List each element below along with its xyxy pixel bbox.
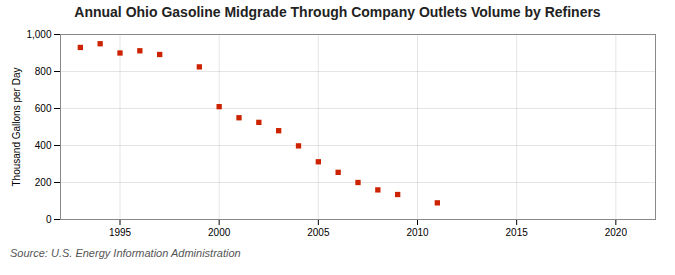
svg-text:600: 600 [35,103,52,114]
svg-text:2015: 2015 [506,227,529,238]
svg-text:1995: 1995 [109,227,132,238]
svg-text:800: 800 [35,66,52,77]
svg-text:Thousand Gallons per Day: Thousand Gallons per Day [11,68,22,187]
html-text:Source: U.S. Energy Informatio: Source: U.S. Energy Information Administ… [10,247,241,259]
svg-text:2010: 2010 [406,227,429,238]
svg-text:200: 200 [35,177,52,188]
svg-text:2000: 2000 [208,227,231,238]
svg-text:0: 0 [46,214,52,225]
svg-text:400: 400 [35,140,52,151]
html-text:Annual Ohio Gasoline Midgrade: Annual Ohio Gasoline Midgrade Through Co… [74,4,601,20]
svg-text:2005: 2005 [307,227,330,238]
svg-text:2020: 2020 [605,227,628,238]
svg-text:1,000: 1,000 [26,29,51,40]
